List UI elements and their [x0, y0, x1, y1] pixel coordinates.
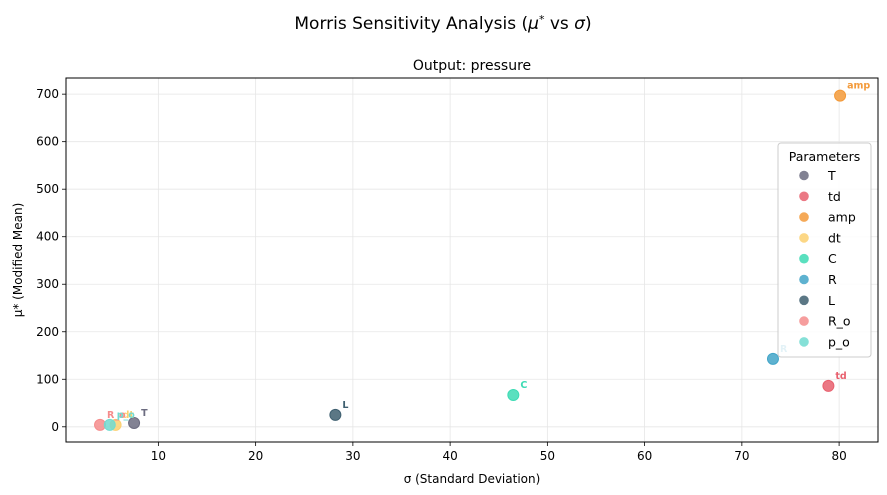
x-tick-label: 40	[442, 449, 457, 463]
legend-label-R_o: R_o	[828, 314, 851, 329]
y-axis-ticks: 0 100 200 300 400 500 600 700	[36, 87, 66, 434]
plot-area-frame	[65, 77, 879, 443]
point-label-p_o: p_o	[117, 410, 136, 421]
scatter-point-L	[329, 408, 342, 421]
scatter-point-p_o	[103, 418, 116, 431]
data-points	[94, 89, 847, 431]
legend-label-C: C	[828, 251, 837, 266]
point-label-amp: amp	[847, 81, 870, 92]
legend-label-p_o: p_o	[828, 334, 850, 349]
x-axis-ticks: 10 20 30 40 50 60 70 80	[151, 442, 847, 463]
y-tick-label: 600	[36, 135, 59, 149]
legend-marker-amp	[799, 212, 809, 222]
legend-label-R: R	[828, 272, 837, 287]
x-tick-label: 80	[831, 449, 846, 463]
x-tick-label: 10	[151, 449, 166, 463]
legend: Parameters Ttd amp dt CRL R_o p_o	[777, 142, 872, 358]
point-label-C: C	[520, 380, 527, 391]
legend-marker-C	[799, 253, 809, 264]
x-tick-label: 20	[248, 449, 263, 463]
legend-label-amp: amp	[828, 210, 856, 225]
y-axis-label: μ* (Modified Mean)	[11, 203, 25, 318]
legend-marker-td	[799, 191, 809, 202]
x-tick-label: 50	[540, 449, 555, 463]
point-label-L: L	[342, 400, 348, 411]
legend-label-td: td	[828, 189, 841, 204]
legend-marker-dt	[799, 233, 809, 243]
scatter-point-C	[507, 388, 520, 401]
scatter-point-R	[766, 352, 779, 365]
point-label-td: td	[835, 371, 846, 382]
scatter-point-td	[822, 379, 835, 392]
chart-title: Output: pressure	[413, 58, 531, 74]
y-tick-label: 100	[36, 372, 59, 386]
y-tick-label: 300	[36, 277, 59, 291]
point-label-R_o: R_o	[107, 410, 126, 421]
legend-marker-R_o	[799, 316, 809, 326]
point-label-T: T	[141, 408, 148, 419]
y-tick-label: 0	[51, 420, 59, 434]
legend-items: Ttd amp dt CRL R_o p_o	[799, 168, 856, 349]
x-axis-label: σ (Standard Deviation)	[404, 472, 541, 486]
legend-marker-p_o	[799, 337, 809, 347]
y-tick-label: 700	[36, 87, 59, 101]
x-tick-label: 60	[637, 449, 652, 463]
y-tick-label: 400	[36, 230, 59, 244]
x-tick-label: 70	[734, 449, 749, 463]
figure-suptitle: Morris Sensitivity Analysis (μ* vs σ)	[294, 13, 591, 34]
scatter-point-amp	[834, 89, 847, 102]
legend-marker-T	[799, 170, 809, 181]
legend-marker-R	[799, 274, 809, 285]
legend-label-L: L	[828, 293, 835, 308]
legend-title: Parameters	[789, 149, 861, 164]
legend-marker-L	[799, 295, 809, 306]
y-tick-label: 200	[36, 325, 59, 339]
grid-lines	[66, 78, 878, 442]
legend-box	[777, 142, 872, 358]
y-tick-label: 500	[36, 182, 59, 196]
point-label-dt: dt	[123, 410, 135, 421]
scatter-point-T	[128, 416, 141, 429]
x-tick-label: 30	[345, 449, 360, 463]
legend-label-dt: dt	[828, 230, 841, 245]
legend-label-T: T	[827, 168, 836, 183]
